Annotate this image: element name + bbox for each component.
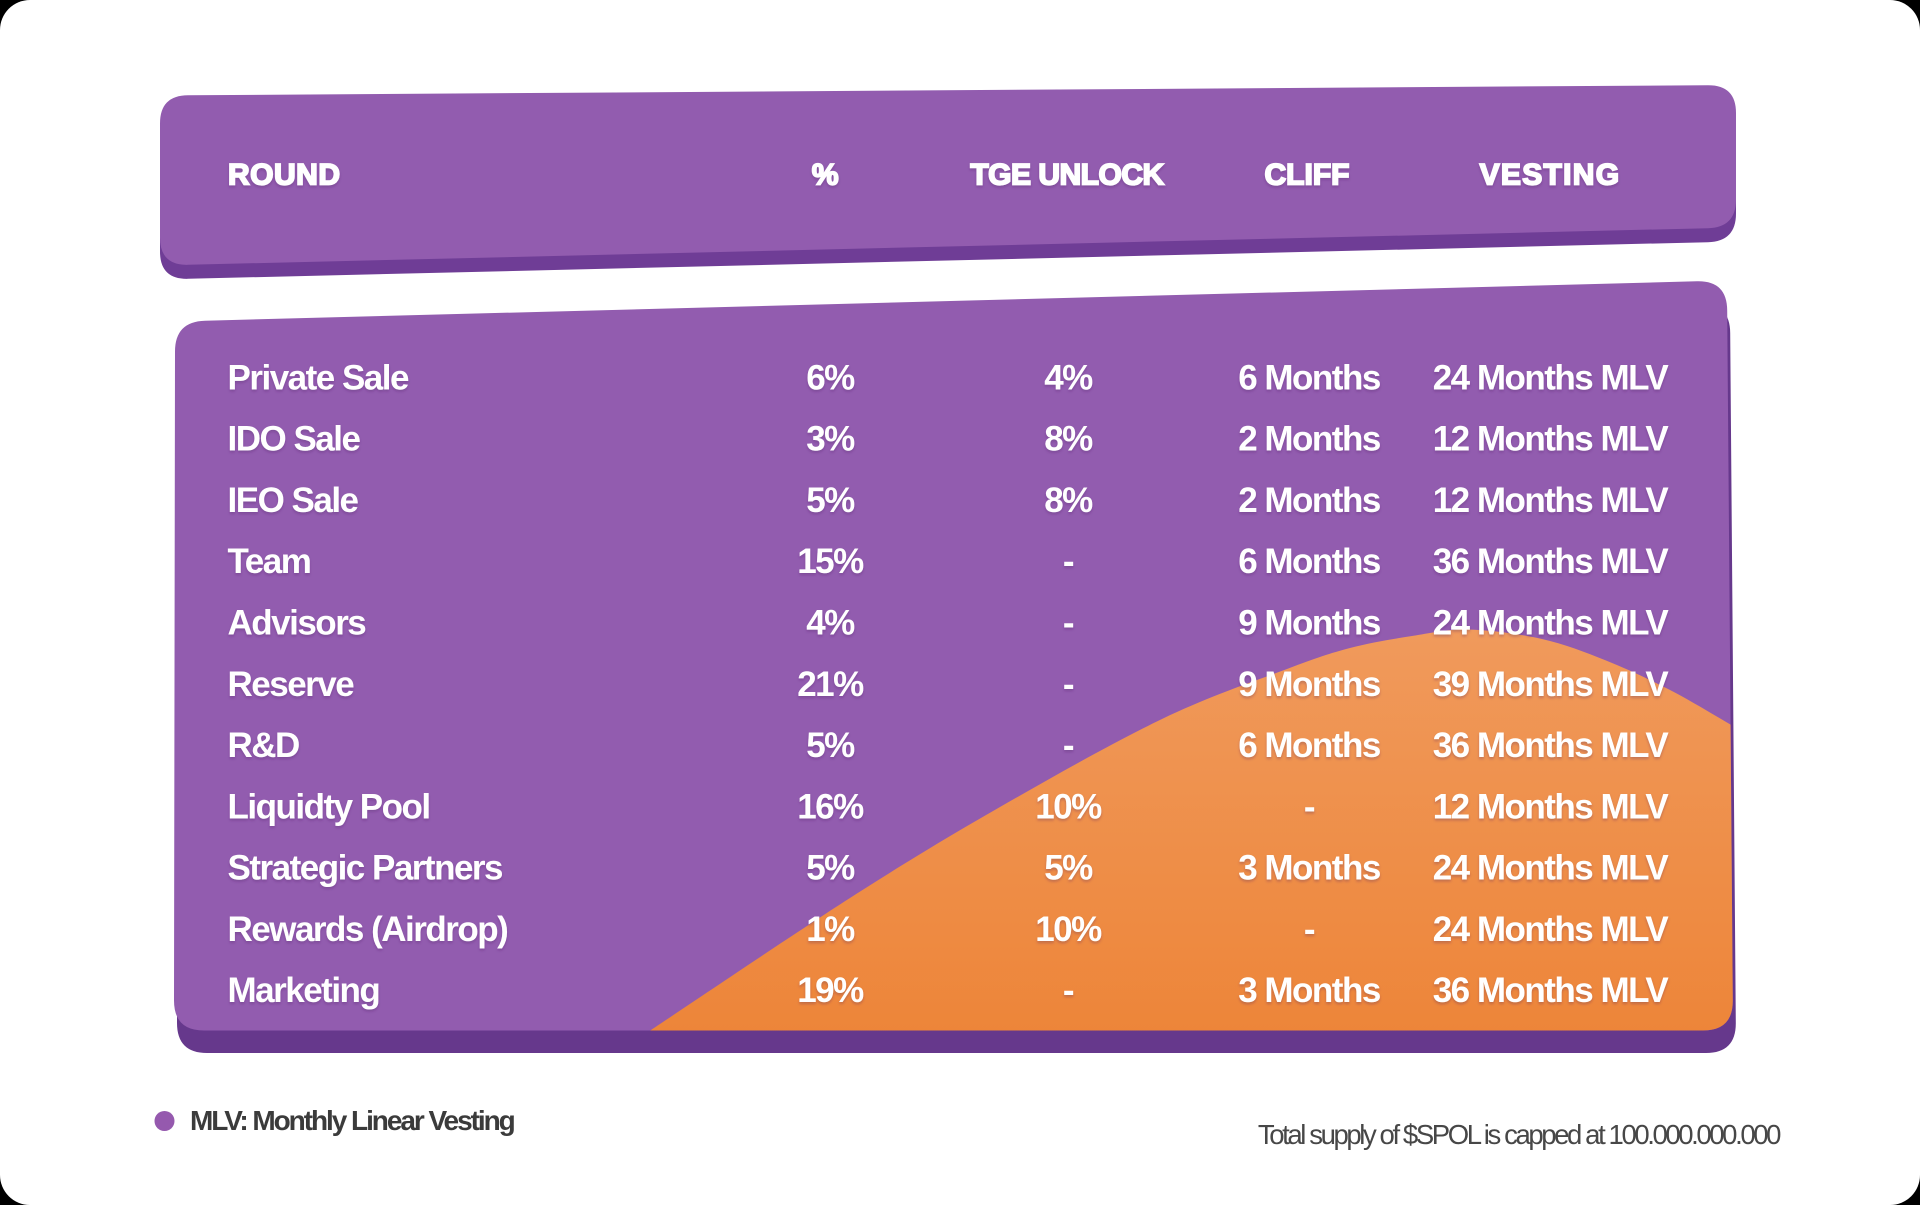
svg-text:36 Months MLV: 36 Months MLV: [1433, 726, 1670, 765]
svg-text:-: -: [1063, 542, 1074, 581]
svg-text:2 Months: 2 Months: [1238, 481, 1381, 520]
svg-text:2 Months: 2 Months: [1238, 420, 1381, 459]
svg-text:24 Months MLV: 24 Months MLV: [1433, 910, 1670, 949]
svg-text:24 Months MLV: 24 Months MLV: [1433, 849, 1670, 888]
svg-text:Private Sale: Private Sale: [228, 358, 409, 397]
svg-text:-: -: [1304, 910, 1315, 949]
svg-text:5%: 5%: [806, 849, 855, 888]
svg-text:TGE UNLOCK: TGE UNLOCK: [970, 159, 1164, 192]
svg-text:Strategic Partners: Strategic Partners: [228, 849, 504, 888]
svg-text:IEO Sale: IEO Sale: [228, 481, 359, 520]
svg-text:1%: 1%: [806, 910, 855, 949]
svg-text:39 Months MLV: 39 Months MLV: [1433, 665, 1670, 704]
svg-text:12 Months MLV: 12 Months MLV: [1433, 420, 1670, 459]
svg-text:4%: 4%: [806, 604, 855, 643]
svg-text:Advisors: Advisors: [228, 604, 367, 643]
svg-text:Marketing: Marketing: [228, 971, 380, 1010]
svg-text:36 Months MLV: 36 Months MLV: [1433, 971, 1670, 1010]
svg-text:Rewards (Airdrop): Rewards (Airdrop): [228, 910, 508, 949]
svg-text:VESTING: VESTING: [1480, 159, 1621, 192]
svg-text:12 Months MLV: 12 Months MLV: [1433, 787, 1670, 826]
svg-text:5%: 5%: [1044, 849, 1093, 888]
svg-text:10%: 10%: [1035, 910, 1102, 949]
svg-text:6%: 6%: [806, 358, 855, 397]
svg-text:12 Months MLV: 12 Months MLV: [1433, 481, 1670, 520]
svg-text:6 Months: 6 Months: [1238, 542, 1381, 581]
svg-text:CLIFF: CLIFF: [1265, 159, 1350, 192]
svg-text:IDO Sale: IDO Sale: [228, 420, 361, 459]
svg-text:Team: Team: [228, 542, 311, 581]
svg-text:ROUND: ROUND: [228, 159, 341, 192]
svg-text:19%: 19%: [797, 971, 864, 1010]
svg-text:Total supply of $SPOL is cappe: Total supply of $SPOL is capped at 100.0…: [1258, 1119, 1781, 1150]
svg-text:24 Months MLV: 24 Months MLV: [1433, 604, 1670, 643]
svg-text:R&D: R&D: [228, 726, 300, 765]
svg-text:-: -: [1304, 787, 1315, 826]
svg-text:21%: 21%: [797, 665, 864, 704]
svg-text:9 Months: 9 Months: [1238, 604, 1381, 643]
svg-text:16%: 16%: [797, 787, 864, 826]
svg-text:3 Months: 3 Months: [1238, 849, 1381, 888]
svg-text:Liquidty Pool: Liquidty Pool: [228, 787, 430, 826]
svg-text:3%: 3%: [806, 420, 855, 459]
svg-text:4%: 4%: [1044, 358, 1093, 397]
svg-text:15%: 15%: [797, 542, 864, 581]
svg-text:24 Months MLV: 24 Months MLV: [1433, 358, 1670, 397]
svg-text:6 Months: 6 Months: [1238, 726, 1381, 765]
svg-text:-: -: [1063, 665, 1074, 704]
svg-text:9 Months: 9 Months: [1238, 665, 1381, 704]
svg-text:-: -: [1063, 971, 1074, 1010]
svg-text:-: -: [1063, 604, 1074, 643]
svg-text:8%: 8%: [1044, 481, 1093, 520]
svg-text:5%: 5%: [806, 726, 855, 765]
svg-text:8%: 8%: [1044, 420, 1093, 459]
svg-text:3 Months: 3 Months: [1238, 971, 1381, 1010]
svg-text:5%: 5%: [806, 481, 855, 520]
svg-text:10%: 10%: [1035, 787, 1102, 826]
svg-text:Reserve: Reserve: [228, 665, 355, 704]
svg-text:MLV: Monthly Linear Vesting: MLV: Monthly Linear Vesting: [190, 1105, 515, 1136]
svg-text:-: -: [1063, 726, 1074, 765]
svg-text:%: %: [812, 159, 838, 192]
svg-text:6 Months: 6 Months: [1238, 358, 1381, 397]
svg-text:36 Months MLV: 36 Months MLV: [1433, 542, 1670, 581]
